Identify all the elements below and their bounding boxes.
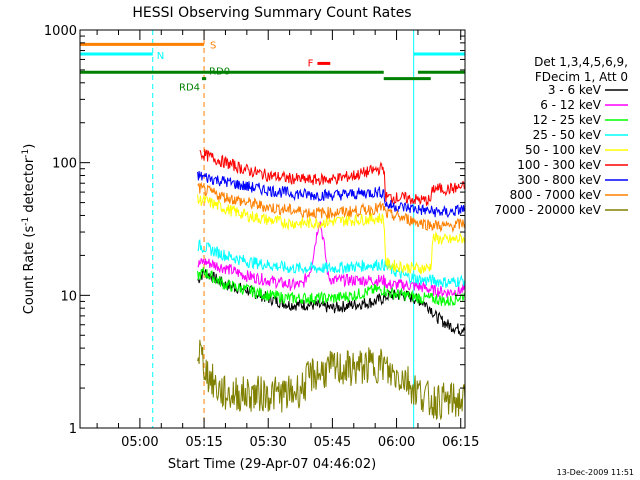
chart-title: HESSI Observing Summary Count Rates: [132, 5, 411, 21]
legend-header-line: FDecim 1, Att 0: [535, 70, 628, 84]
legend-label-3-6-kev: 3 - 6 keV: [548, 83, 602, 97]
state-label-s: S: [210, 40, 216, 51]
legend-label-50-100-kev: 50 - 100 keV: [525, 143, 602, 157]
series-line-300-800-kev: [197, 170, 466, 218]
series-line-800-7000-kev: [197, 181, 466, 234]
state-label-rd0: RD0: [209, 66, 230, 77]
y-tick-label: 1000: [44, 24, 77, 39]
x-tick-label: 05:15: [185, 435, 222, 450]
y-axis: 1 10 100 1000: [44, 24, 465, 437]
x-axis: 05:00 05:15 05:30 05:45 06:00 06:15: [96, 30, 479, 450]
y-axis-label-part3: ): [22, 144, 37, 149]
legend-label-7000-20000-kev: 7000 - 20000 keV: [494, 203, 601, 217]
legend: Det 1,3,4,5,6,9,FDecim 1, Att 03 - 6 keV…: [494, 55, 628, 217]
x-tick-label: 06:15: [442, 435, 479, 450]
legend-label-300-800-kev: 300 - 800 keV: [517, 173, 601, 187]
x-tick-label: 05:30: [249, 435, 286, 450]
legend-label-12-25-kev: 12 - 25 keV: [533, 113, 602, 127]
state-label-rd4: RD4: [179, 83, 200, 94]
y-axis-label-part1: Count Rate (s: [22, 226, 37, 315]
y-axis-label: Count Rate (s-1 detector-1): [21, 144, 37, 315]
legend-label-800-7000-kev: 800 - 7000 keV: [510, 188, 602, 202]
plot-frame: [79, 29, 466, 429]
y-axis-label-part2: detector: [22, 157, 37, 217]
series-line-6-12-kev: [197, 221, 466, 299]
y-tick-label: 100: [52, 157, 77, 172]
footer-timestamp: 13-Dec-2009 11:51: [557, 468, 634, 477]
x-tick-label: 05:00: [121, 435, 158, 450]
y-tick-label: 10: [60, 289, 77, 304]
y-tick-label: 1: [69, 422, 77, 437]
series-line-50-100-kev: [197, 194, 466, 275]
state-label-n: N: [157, 51, 164, 62]
legend-header-line: Det 1,3,4,5,6,9,: [534, 55, 628, 69]
series-line-7000-20000-kev: [197, 339, 466, 421]
x-tick-label: 05:45: [314, 435, 351, 450]
x-axis-label: Start Time (29-Apr-07 04:46:02): [168, 457, 376, 472]
series-line-12-25-kev: [197, 267, 466, 307]
legend-label-6-12-kev: 6 - 12 keV: [540, 98, 602, 112]
series-line-25-50-kev: [197, 238, 466, 288]
state-label-f: F: [308, 58, 314, 69]
y-axis-label-sup2: -1: [21, 149, 31, 158]
legend-label-25-50-kev: 25 - 50 keV: [533, 128, 602, 142]
legend-label-100-300-kev: 100 - 300 keV: [517, 158, 601, 172]
x-tick-label: 06:00: [378, 435, 415, 450]
y-axis-label-sup1: -1: [21, 217, 31, 226]
series-line-100-300-kev: [199, 149, 466, 206]
